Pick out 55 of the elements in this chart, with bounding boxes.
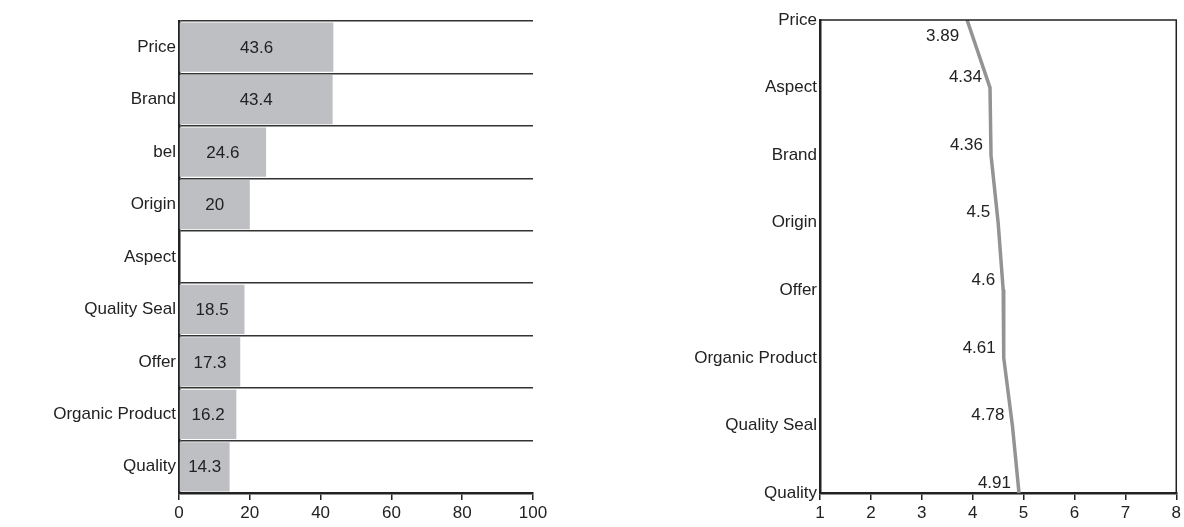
x-tick-label: 5	[1018, 502, 1029, 522]
x-tick-label: 20	[240, 502, 260, 522]
data-label: 4.91	[977, 472, 1011, 492]
x-tick-label: 8	[1171, 502, 1182, 522]
x-tick-label: 60	[381, 502, 401, 522]
y-tick-label: Quality	[764, 482, 818, 502]
y-tick-label: Origin	[771, 212, 817, 232]
data-label: 16.2	[191, 405, 225, 425]
data-label: 18.5	[195, 300, 229, 320]
x-tick-label: 100	[518, 502, 548, 522]
x-tick-label: 1	[815, 502, 825, 522]
bar	[179, 127, 267, 177]
x-tick-label: 4	[967, 502, 978, 522]
bar	[179, 389, 237, 439]
y-tick-label: Brand	[130, 89, 176, 109]
y-tick-label: Quality Seal	[725, 415, 817, 435]
data-label: 24.6	[206, 142, 240, 162]
data-label: 43.6	[240, 37, 274, 57]
x-tick-label: 3	[917, 502, 927, 522]
y-tick-label: bel	[153, 141, 176, 161]
data-label: 3.89	[926, 25, 960, 45]
data-label: 17.3	[193, 352, 227, 372]
y-tick-label: Quality Seal	[84, 299, 176, 319]
x-tick-label: 80	[452, 502, 472, 522]
y-tick-label: Aspect	[765, 77, 818, 97]
bar	[179, 75, 333, 125]
data-label: 4.61	[962, 337, 996, 357]
x-tick-label: 7	[1120, 502, 1131, 522]
bar	[179, 284, 245, 335]
y-tick-label: Organic Product	[694, 347, 818, 367]
data-label: 4.78	[971, 405, 1005, 425]
y-tick-label: Brand	[771, 144, 817, 164]
bar	[179, 442, 230, 492]
data-label: 4.34	[948, 67, 982, 87]
x-tick-label: 6	[1069, 502, 1080, 522]
bar	[179, 179, 250, 230]
y-tick-label: Aspect	[124, 246, 177, 266]
data-label: 14.3	[188, 457, 222, 477]
bar	[179, 337, 241, 387]
y-tick-label: Offer	[779, 279, 818, 299]
x-tick-label: 2	[866, 502, 876, 522]
y-tick-label: Organic Product	[53, 404, 177, 424]
y-tick-label: Price	[137, 36, 176, 56]
y-tick-label: Price	[778, 9, 817, 29]
data-label: 4.5	[966, 202, 991, 222]
bar	[179, 22, 334, 72]
data-label: 4.6	[971, 269, 996, 289]
data-label: 4.36	[949, 134, 984, 154]
data-label: 20	[205, 195, 225, 215]
x-tick-label: 40	[311, 502, 331, 522]
y-tick-label: Quality	[123, 456, 177, 476]
y-tick-label: Origin	[130, 194, 176, 214]
y-tick-label: Offer	[138, 351, 177, 371]
x-tick-label: 0	[174, 502, 184, 522]
data-label: 43.4	[239, 90, 273, 110]
